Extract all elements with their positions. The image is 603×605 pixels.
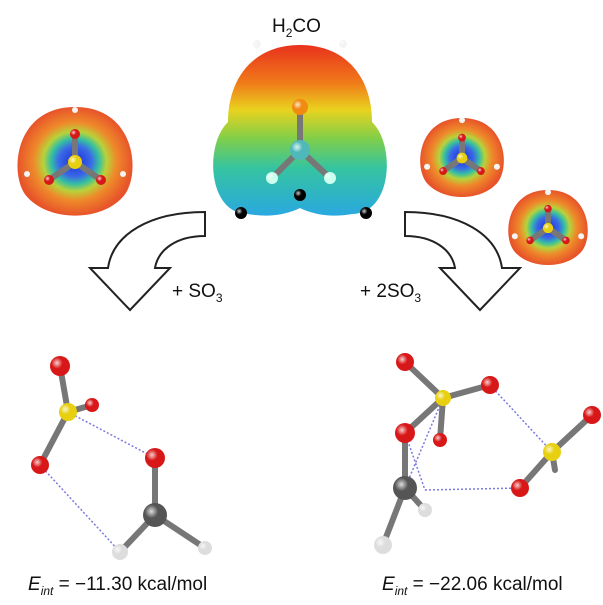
- energy-label: Eint = −22.06 kcal/mol: [382, 574, 563, 598]
- text-part: + 2SO: [360, 281, 414, 302]
- atom-shine: [292, 99, 308, 115]
- atom-shine: [562, 237, 570, 245]
- atom-shine: [481, 376, 499, 394]
- atom-shine: [85, 398, 99, 412]
- atom-shine: [266, 172, 278, 184]
- atom-shine: [459, 117, 465, 123]
- atom-shine: [578, 233, 584, 239]
- atom-shine: [543, 443, 561, 461]
- atom-shine: [294, 189, 306, 201]
- atom-shine: [112, 544, 128, 560]
- atom-shine: [393, 476, 417, 500]
- contact: [40, 465, 120, 552]
- atom-shine: [458, 134, 466, 142]
- atom-shine: [44, 175, 54, 185]
- atom-shine: [424, 164, 430, 170]
- atom-shine: [457, 153, 468, 164]
- atom-shine: [59, 403, 77, 421]
- atom-shine: [339, 40, 347, 48]
- atom-shine: [290, 140, 310, 160]
- atom-shine: [494, 164, 500, 170]
- atom-shine: [50, 356, 70, 376]
- atom-shine: [143, 503, 167, 527]
- text-part: 3: [414, 291, 421, 305]
- atom-shine: [235, 207, 247, 219]
- atom-shine: [433, 433, 447, 447]
- atom-shine: [544, 205, 552, 213]
- reaction-label: + SO3: [172, 281, 223, 305]
- atom-shine: [374, 536, 392, 554]
- text-part: int: [395, 584, 408, 598]
- atom-shine: [395, 423, 415, 443]
- artwork: [17, 40, 601, 560]
- atom-shine: [545, 189, 551, 195]
- figure: H2CO + SO3 + 2SO3 Eint = −11.30 kcal/mol…: [0, 0, 603, 605]
- text-part: CO: [292, 16, 321, 37]
- contact: [490, 385, 552, 452]
- molecule-label: H2CO: [272, 16, 321, 40]
- text-part: E: [28, 574, 41, 595]
- atom-shine: [583, 406, 601, 424]
- atom-shine: [435, 390, 451, 406]
- atom-shine: [512, 233, 518, 239]
- atom-shine: [477, 167, 485, 175]
- atom-shine: [68, 155, 82, 169]
- contact: [68, 412, 155, 458]
- atom-shine: [96, 175, 106, 185]
- energy-label: Eint = −11.30 kcal/mol: [28, 574, 207, 598]
- arrow: [405, 212, 520, 310]
- atom-shine: [439, 167, 447, 175]
- atom-shine: [72, 107, 78, 113]
- atom-shine: [31, 456, 49, 474]
- text-part: = −22.06 kcal/mol: [407, 574, 562, 595]
- text-part: 3: [216, 291, 223, 305]
- atom-shine: [360, 207, 372, 219]
- atom-shine: [198, 541, 212, 555]
- reaction-label: + 2SO3: [360, 281, 421, 305]
- atom-shine: [511, 479, 529, 497]
- text-part: int: [41, 584, 54, 598]
- atom-shine: [324, 172, 336, 184]
- atom-shine: [24, 171, 30, 177]
- atom-shine: [145, 448, 165, 468]
- atom-shine: [70, 129, 80, 139]
- text-part: E: [382, 574, 395, 595]
- text-part: = −11.30 kcal/mol: [53, 574, 207, 595]
- text-part: + SO: [172, 281, 216, 302]
- atom-shine: [120, 171, 126, 177]
- atom-shine: [526, 237, 534, 245]
- contact: [425, 488, 520, 490]
- atom-shine: [253, 40, 261, 48]
- text-part: H: [272, 16, 286, 37]
- atom-shine: [543, 223, 553, 233]
- atom-shine: [396, 353, 414, 371]
- atom-shine: [418, 503, 432, 517]
